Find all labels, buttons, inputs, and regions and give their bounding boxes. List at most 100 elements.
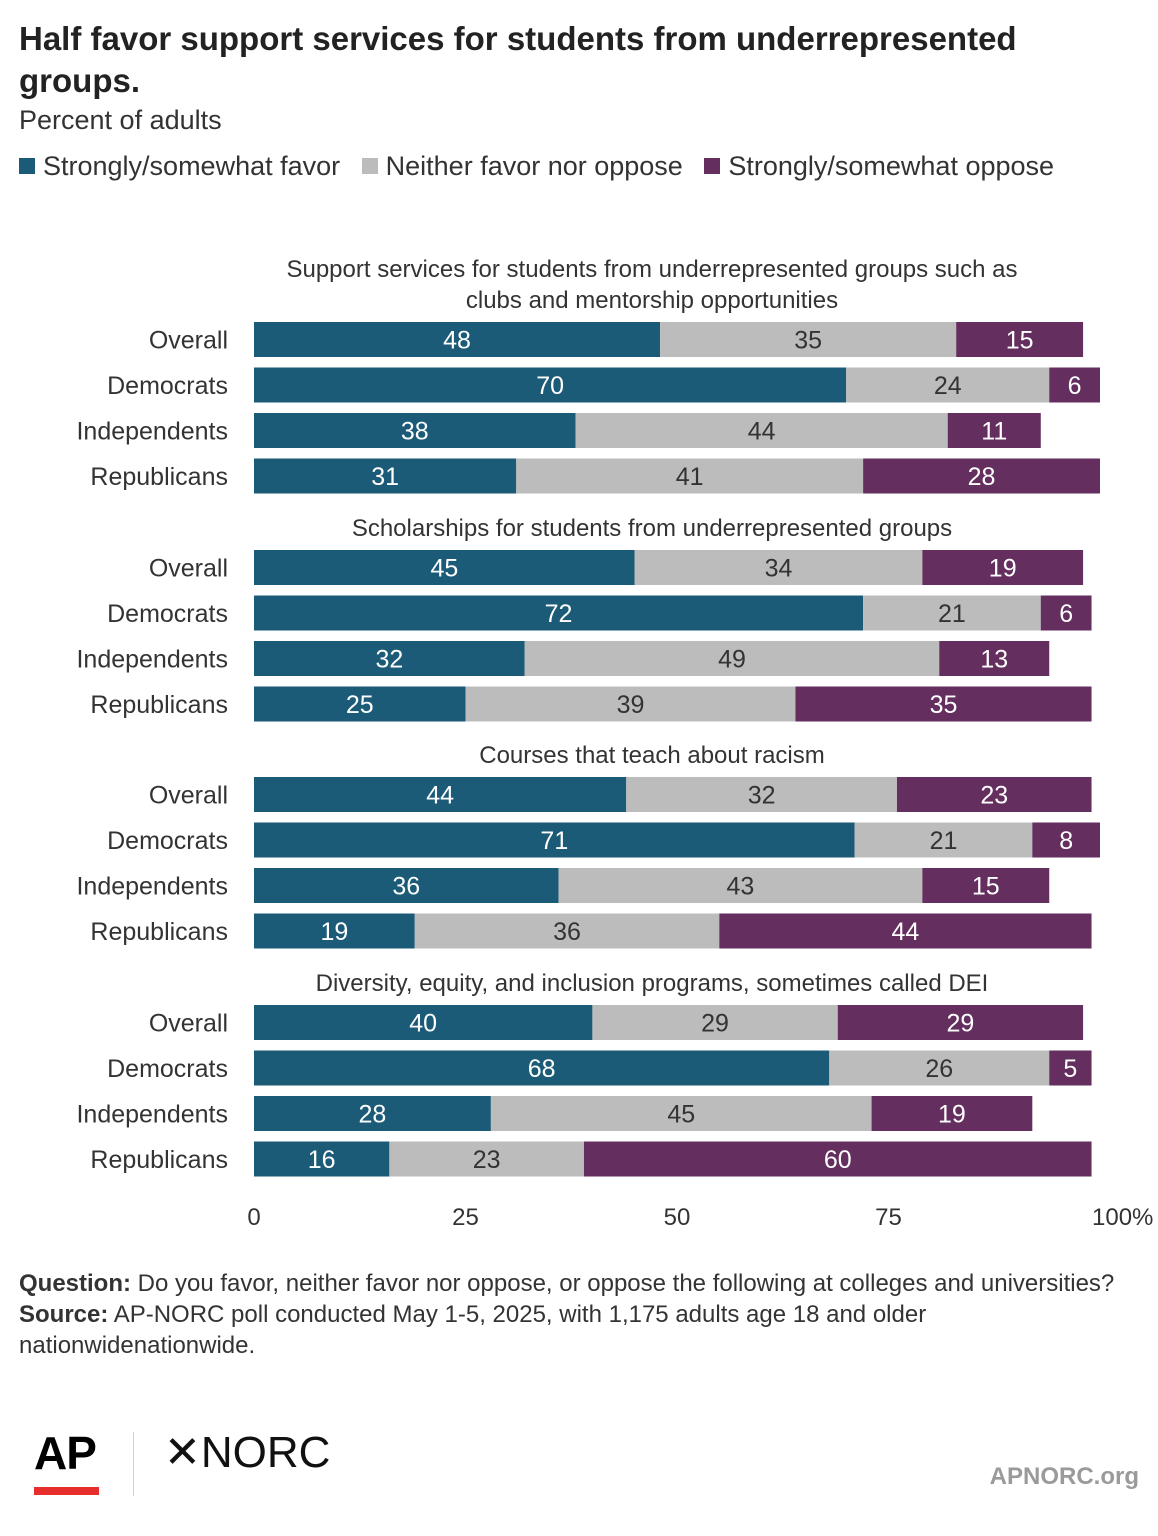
data-label: 25 [346,691,374,719]
bar-segment [1049,1050,1092,1086]
data-label: 39 [617,691,645,719]
bar-segment [863,458,1100,494]
bar-segment [490,1096,872,1131]
bar-segment [254,913,415,949]
bar-segment [254,1050,830,1086]
row-label: Independents [76,646,228,674]
question-text: Do you favor, neither favor nor oppose, … [131,1270,1115,1297]
row-label: Republicans [90,463,228,491]
legend-item-favor: Strongly/somewhat favor [19,150,340,182]
row-label: Democrats [107,372,228,400]
panel-heading: clubs and mentorship opportunities [466,287,838,314]
data-label: 16 [308,1146,336,1174]
bar-segment [583,1141,1092,1177]
data-label: 8 [1059,827,1073,855]
bar-segment [660,322,957,357]
data-label: 71 [540,827,568,855]
bar-segment [254,686,466,722]
legend-swatch-oppose [704,158,721,174]
ap-logo-underline [34,1487,99,1495]
data-label: 6 [1059,600,1073,628]
data-label: 32 [748,782,776,810]
data-label: 38 [401,418,429,446]
legend-label-oppose: Strongly/somewhat oppose [728,151,1055,181]
data-label: 43 [727,873,755,901]
data-label: 35 [930,691,958,719]
legend: Strongly/somewhat favor Neither favor no… [19,150,1068,182]
legend-item-neither: Neither favor nor oppose [361,150,683,182]
data-label: 32 [375,646,403,674]
data-label: 28 [359,1101,387,1129]
x-tick-label: 100% [1092,1204,1153,1231]
bar-segment [254,550,635,585]
bar-segment [575,413,948,448]
row-label: Democrats [107,827,228,855]
bar-segment [254,367,847,403]
bar-segment [795,686,1092,722]
bar-segment [939,641,1050,676]
bar-segment [254,413,576,448]
data-label: 41 [676,463,704,491]
chart-subtitle: Percent of adults [19,105,222,135]
row-label: Republicans [90,691,228,719]
data-label: 70 [536,372,564,400]
bar-segment [592,1005,838,1040]
panel-heading: Support services for students from under… [286,256,1017,283]
data-label: 13 [980,646,1008,674]
norc-logo: ✕NORC [164,1428,331,1477]
row-label: Overall [149,782,228,810]
bar-segment [922,868,1050,903]
bar-segment [634,550,923,585]
data-label: 19 [938,1101,966,1129]
bar-segment [1049,367,1100,403]
bar-segment [254,595,864,631]
bar-segment [922,550,1084,585]
x-tick-label: 0 [247,1204,260,1231]
bar-segment [863,595,1041,631]
ap-logo: AP [34,1427,97,1479]
data-label: 44 [892,918,920,946]
row-label: Independents [76,873,228,901]
bar-segment [254,822,855,858]
panel-heading: Scholarships for students from underrepr… [352,515,952,542]
bar-segment [524,641,940,676]
x-tick-label: 50 [664,1204,691,1231]
data-label: 23 [980,782,1008,810]
legend-swatch-neither [361,158,378,174]
stacked-bar-chart: Support services for students from under… [76,256,1153,1231]
chart-title: Half favor support services for students… [19,20,1017,99]
data-label: 19 [989,555,1017,583]
bar-segment [947,413,1041,448]
panel-heading: Courses that teach about racism [479,742,825,769]
bar-segment [846,367,1050,403]
data-label: 24 [934,372,962,400]
data-label: 31 [371,463,399,491]
bar-segment [829,1050,1050,1086]
data-label: 15 [1006,327,1034,355]
row-label: Democrats [107,600,228,628]
source-label: Source: [19,1301,109,1328]
data-label: 5 [1063,1055,1077,1083]
legend-swatch-favor [19,158,35,174]
bar-segment [1032,822,1100,858]
bar-segment [254,1096,491,1131]
bar-segment [719,913,1092,949]
data-label: 45 [430,555,458,583]
bar-segment [414,913,720,949]
data-label: 19 [320,918,348,946]
site-url: APNORC.org [989,1463,1139,1490]
data-label: 29 [701,1010,729,1038]
bar-segment [254,1141,390,1177]
data-label: 21 [930,827,958,855]
data-label: 45 [667,1101,695,1129]
bar-segment [854,822,1033,858]
question-note: Question: Do you favor, neither favor no… [19,1268,1119,1299]
x-tick-label: 25 [452,1204,479,1231]
logo-divider [133,1432,134,1496]
data-label: 60 [824,1146,852,1174]
bar-segment [254,1005,593,1040]
bar-segment [626,777,897,812]
bar-segment [956,322,1084,357]
row-label: Overall [149,555,228,583]
data-label: 44 [748,418,776,446]
